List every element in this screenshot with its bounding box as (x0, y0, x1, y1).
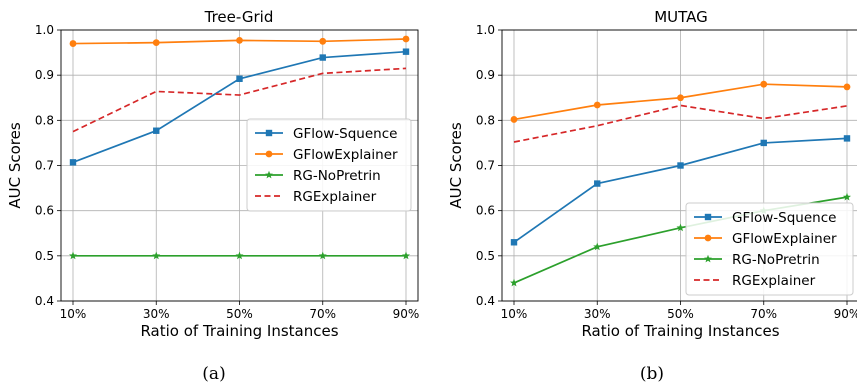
x-tick-label: 50% (667, 307, 694, 321)
data-point (677, 162, 684, 169)
data-point (593, 242, 602, 251)
data-point (319, 54, 326, 61)
y-tick-label: 0.7 (476, 159, 495, 173)
data-point (153, 127, 160, 134)
x-tick-label: 10% (501, 307, 528, 321)
data-point (235, 251, 244, 260)
panel-1-series-gflowexplainer (69, 35, 410, 47)
data-point (843, 192, 851, 201)
panel-2-series-gflow-squence (510, 135, 851, 246)
legend-box (246, 118, 412, 212)
data-point (152, 251, 161, 260)
panel-1-axes-frame (60, 29, 419, 302)
y-tick-label: 0.7 (35, 159, 54, 173)
legend-label: GFlowExplainer (732, 231, 837, 247)
legend-box (685, 202, 854, 296)
data-point (319, 37, 327, 45)
data-point (236, 36, 243, 44)
data-point (677, 94, 684, 102)
y-tick-label: 0.6 (35, 204, 54, 218)
data-point (236, 75, 243, 82)
panel-2-axes-frame (501, 29, 857, 302)
panel-1: 10% 30% 50% 70% 90% 0.4 0.5 0.6 0.7 0.8 0.9 1.0 Tree… (6, 8, 419, 383)
x-tick-label: 50% (226, 307, 253, 321)
x-tick-label: 70% (309, 307, 336, 321)
x-tick-label: 30% (584, 307, 611, 321)
legend-label: RGExplainer (732, 273, 816, 289)
data-point (510, 278, 518, 287)
y-tick-label: 1.0 (35, 23, 54, 37)
data-point (402, 35, 410, 43)
data-point (760, 80, 768, 88)
panel-1-series-gflow-squence (69, 48, 410, 166)
legend-label: RG-NoPretrin (293, 168, 381, 184)
panel-2-title: MUTAG (654, 8, 708, 26)
panel-1-series-rgexplainer (72, 67, 407, 133)
data-point (510, 116, 518, 123)
legend-marker (704, 254, 712, 263)
legend-label: GFlow-Squence (732, 210, 836, 226)
panel-2: 10% 30% 50% 70% 90% 0.4 0.5 0.6 0.7 0.8 0.9 1.0 MUTA… (447, 8, 857, 383)
panel-1-caption: (a) (202, 364, 225, 383)
legend-marker (704, 213, 712, 221)
panel-1-title: Tree-Grid (204, 8, 274, 26)
y-tick-label: 0.9 (35, 68, 54, 82)
y-tick-label: 0.5 (35, 249, 54, 263)
legend-label: RG-NoPretrin (732, 252, 820, 268)
panel-2-legend: GFlow-Squence GFlowExplainer RG-NoPretrin R… (685, 202, 854, 296)
legend-marker (265, 129, 273, 137)
legend-marker (265, 150, 273, 158)
y-tick-label: 1.0 (476, 23, 495, 37)
y-tick-label: 0.8 (476, 113, 495, 127)
data-point (760, 139, 767, 147)
x-tick-label: 70% (750, 307, 777, 321)
y-tick-label: 0.9 (476, 68, 495, 82)
x-tick-label: 30% (143, 307, 170, 321)
data-point (402, 48, 410, 55)
y-tick-label: 0.6 (476, 204, 495, 218)
legend-label: GFlow-Squence (293, 126, 397, 142)
legend-marker (704, 234, 712, 242)
data-point (843, 83, 851, 91)
legend-label: RGExplainer (293, 189, 377, 205)
series-line (72, 67, 407, 133)
y-tick-label: 0.8 (35, 113, 54, 127)
panel-2-x-axis-label: Ratio of Training Instances (581, 322, 779, 340)
x-tick-label: 90% (834, 307, 857, 321)
y-tick-label: 0.5 (476, 249, 495, 263)
data-point (69, 40, 77, 47)
data-point (593, 101, 601, 109)
panel-2-caption: (b) (640, 364, 664, 383)
data-point (402, 251, 410, 260)
panel-2-series-gflowexplainer (510, 80, 851, 123)
legend-label: GFlowExplainer (293, 147, 398, 163)
data-point (152, 39, 160, 47)
data-point (69, 159, 77, 166)
panel-1-y-axis-label: AUC Scores (6, 122, 24, 208)
data-point (318, 251, 327, 260)
data-point (594, 180, 601, 187)
panel-2-y-axis-label: AUC Scores (447, 122, 465, 208)
y-tick-label: 0.4 (35, 294, 54, 308)
panel-1-legend: GFlow-Squence GFlowExplainer RG-NoPretrin R… (246, 118, 412, 212)
x-tick-label: 90% (393, 307, 420, 321)
x-tick-label: 10% (60, 307, 87, 321)
data-point (510, 239, 518, 246)
legend-marker (265, 170, 273, 179)
data-point (69, 251, 77, 260)
data-point (676, 223, 685, 232)
data-point (843, 135, 851, 142)
panel-1-x-axis-label: Ratio of Training Instances (140, 322, 338, 340)
y-tick-label: 0.4 (476, 294, 495, 308)
panel-1-series-rg-nopretrin (69, 251, 410, 260)
